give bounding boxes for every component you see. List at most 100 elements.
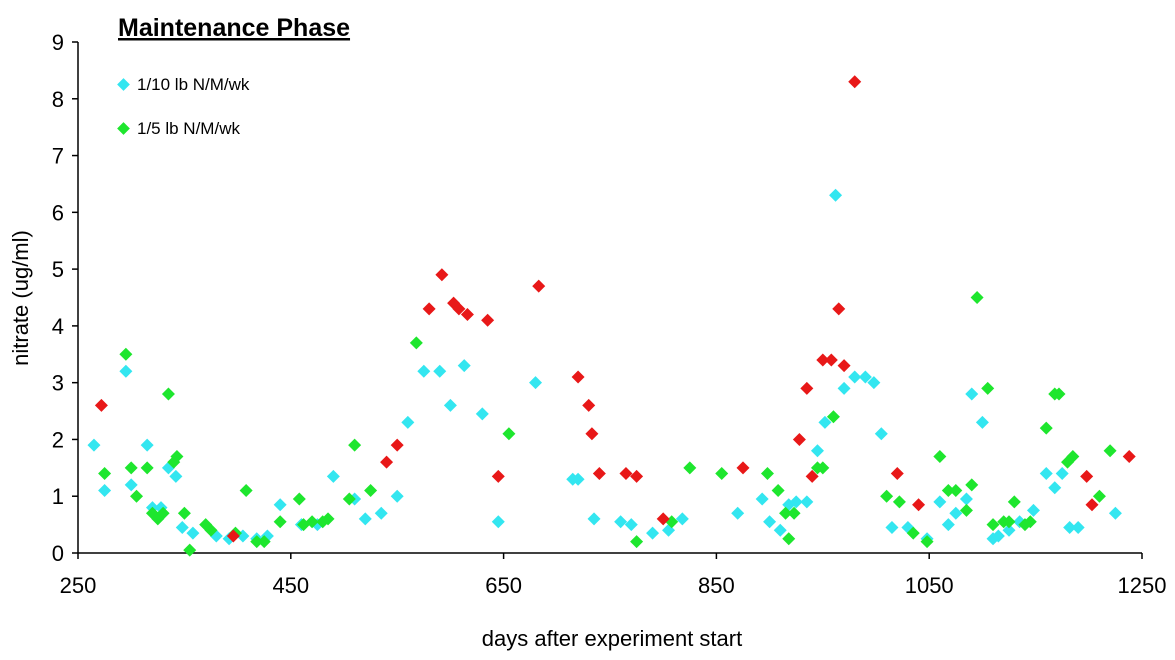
- data-point-series-1: [401, 415, 415, 429]
- data-point-series-3: [736, 461, 750, 475]
- data-point-series-1: [949, 506, 963, 520]
- data-point-series-3: [460, 308, 474, 322]
- data-point-series-1: [773, 523, 787, 537]
- data-point-series-3: [226, 529, 240, 543]
- data-point-series-1: [874, 427, 888, 441]
- y-tick-label: 2: [52, 427, 64, 452]
- data-point-series-2: [970, 291, 984, 304]
- data-point-series-2: [257, 535, 271, 549]
- data-point-series-3: [630, 469, 644, 483]
- x-tick-label: 650: [485, 573, 522, 598]
- data-point-series-2: [140, 461, 154, 475]
- x-tick-label: 450: [272, 573, 309, 598]
- data-point-series-2: [1002, 515, 1016, 529]
- data-point-series-1: [475, 407, 489, 421]
- data-point-series-1: [789, 495, 803, 509]
- data-point-series-2: [986, 518, 1000, 532]
- data-point-series-2: [98, 467, 112, 481]
- series-3: [94, 75, 1136, 543]
- y-tick-label: 6: [52, 200, 64, 225]
- data-point-series-2: [1103, 444, 1117, 458]
- data-point-series-3: [481, 313, 495, 327]
- data-point-series-3: [619, 467, 633, 481]
- data-point-series-1: [175, 520, 189, 534]
- data-point-series-1: [119, 364, 133, 378]
- data-point-series-1: [374, 506, 388, 520]
- data-point-series-2: [130, 489, 144, 503]
- data-point-series-3: [422, 302, 436, 316]
- data-point-series-2: [239, 484, 253, 498]
- data-point-series-1: [491, 515, 505, 529]
- data-point-series-3: [435, 268, 449, 282]
- data-point-series-1: [587, 512, 601, 526]
- data-point-series-2: [124, 461, 138, 475]
- data-point-series-3: [592, 467, 606, 481]
- data-point-series-1: [959, 492, 973, 506]
- data-point-series-1: [326, 469, 340, 483]
- data-point-series-1: [358, 512, 372, 526]
- x-tick-label: 1050: [905, 573, 954, 598]
- x-ticks: 250 450 650 850 1050 1250: [60, 553, 1166, 598]
- data-point-series-2: [183, 543, 197, 557]
- chart-title: Maintenance Phase: [118, 14, 350, 42]
- data-point-series-3: [805, 469, 819, 483]
- y-tick-label: 0: [52, 541, 64, 566]
- data-point-series-1: [417, 364, 431, 378]
- data-point-series-1: [1063, 520, 1077, 534]
- data-point-series-2: [348, 438, 362, 452]
- data-point-series-2: [760, 467, 774, 481]
- data-point-series-2: [161, 387, 175, 401]
- data-point-series-2: [305, 515, 319, 529]
- data-point-series-1: [1048, 481, 1062, 495]
- legend-marker-series-2: [117, 122, 130, 135]
- data-point-series-2: [771, 484, 785, 498]
- data-point-series-3: [491, 469, 505, 483]
- data-point-series-1: [848, 370, 862, 384]
- data-points: [87, 75, 1136, 557]
- y-ticks: 0 1 2 3 4 5 6 7 8 9: [52, 30, 78, 566]
- data-point-series-1: [624, 518, 638, 532]
- data-point-series-2: [1052, 387, 1066, 401]
- data-point-series-2: [342, 492, 356, 506]
- legend-marker-series-1: [117, 78, 130, 91]
- data-point-series-1: [755, 492, 769, 506]
- data-point-series-1: [1039, 467, 1053, 481]
- x-axis-label: days after experiment start: [482, 626, 742, 651]
- data-point-series-2: [965, 478, 979, 492]
- data-point-series-2: [364, 484, 378, 498]
- data-point-series-1: [941, 518, 955, 532]
- data-point-series-3: [452, 302, 466, 316]
- data-point-series-3: [1080, 469, 1094, 483]
- data-point-series-3: [585, 427, 599, 441]
- data-point-series-2: [1007, 495, 1021, 509]
- data-point-series-1: [87, 438, 101, 452]
- data-point-series-1: [829, 188, 843, 202]
- data-point-series-2: [1039, 421, 1053, 435]
- data-point-series-2: [177, 506, 191, 520]
- data-point-series-3: [380, 455, 394, 469]
- data-point-series-3: [912, 498, 926, 512]
- data-point-series-2: [787, 506, 801, 520]
- data-point-series-1: [443, 398, 457, 412]
- data-point-series-2: [933, 449, 947, 463]
- data-point-series-1: [837, 381, 851, 395]
- data-point-series-2: [170, 449, 184, 463]
- data-point-series-3: [800, 381, 814, 395]
- y-tick-label: 3: [52, 371, 64, 396]
- data-point-series-2: [292, 492, 306, 506]
- y-tick-label: 1: [52, 484, 64, 509]
- data-point-series-2: [204, 523, 218, 537]
- legend-label-series-2: 1/5 lb N/M/wk: [137, 119, 240, 138]
- data-point-series-3: [816, 353, 830, 367]
- data-point-series-2: [409, 336, 423, 350]
- data-point-series-2: [981, 381, 995, 395]
- data-point-series-1: [457, 359, 471, 373]
- data-point-series-3: [837, 359, 851, 373]
- data-point-series-1: [1108, 506, 1122, 520]
- data-point-series-1: [614, 515, 628, 529]
- data-point-series-2: [826, 410, 840, 424]
- data-point-series-1: [433, 364, 447, 378]
- data-point-series-1: [975, 415, 989, 429]
- data-point-series-1: [675, 512, 689, 526]
- data-point-series-2: [156, 506, 170, 520]
